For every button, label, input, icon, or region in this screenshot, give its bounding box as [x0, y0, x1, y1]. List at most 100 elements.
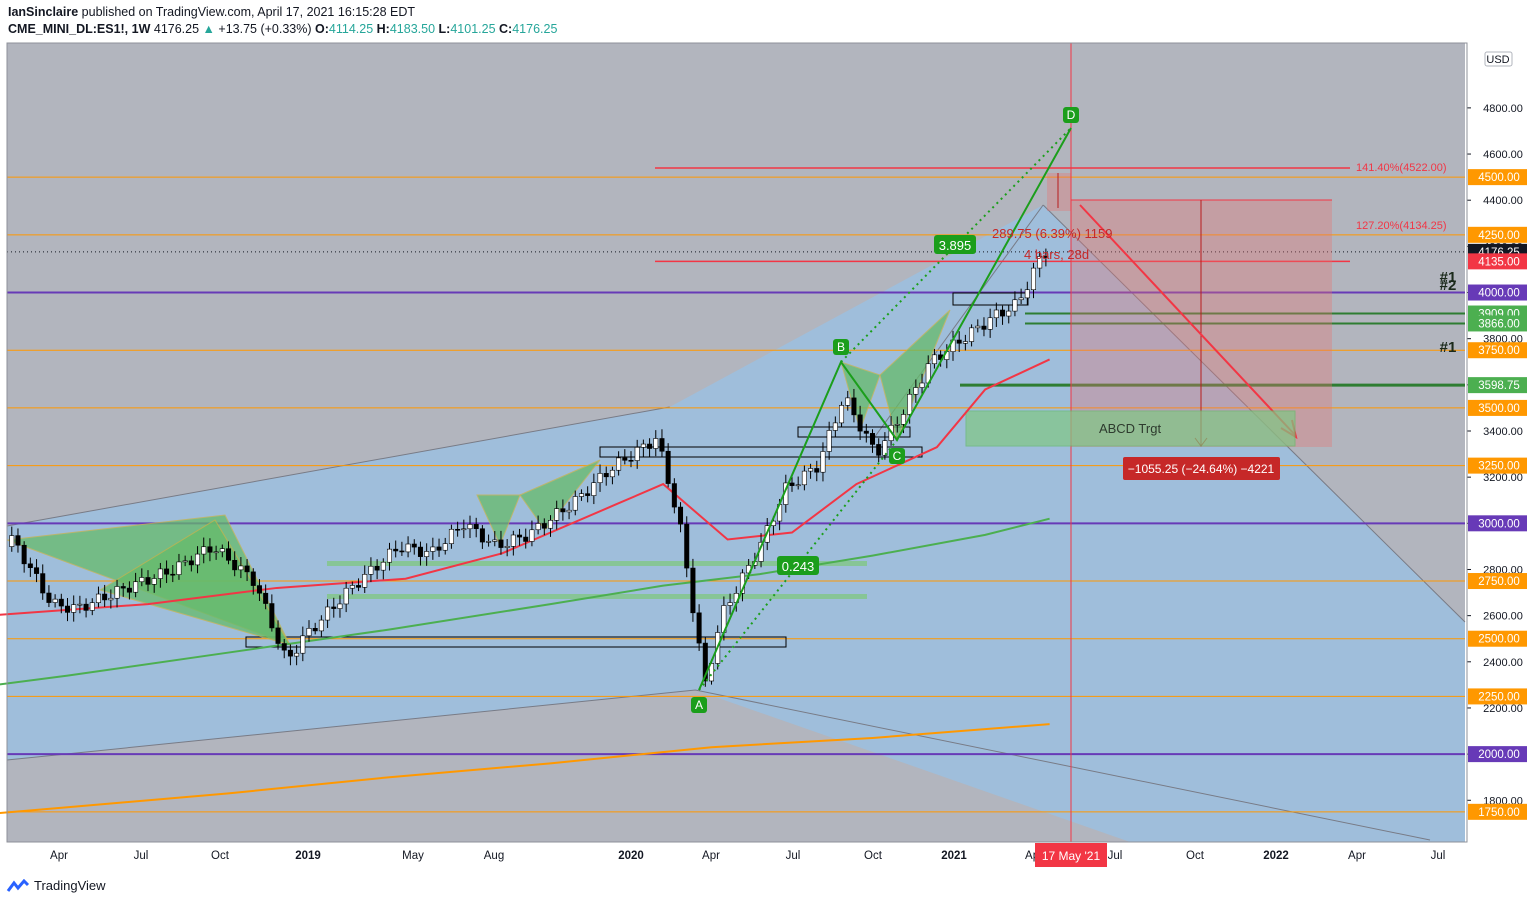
candle-body — [126, 587, 132, 593]
candle-body — [547, 520, 553, 529]
candle-body — [876, 444, 882, 456]
candle-body — [832, 422, 838, 431]
candle-body — [597, 473, 603, 484]
range-box — [797, 426, 911, 438]
price-level-tag-label: 2500.00 — [1478, 634, 1520, 646]
last-price: 4176.25 — [153, 22, 200, 36]
close-value: 4176.25 — [512, 22, 558, 36]
x-tick-label: Apr — [702, 850, 720, 862]
channel-upper-line — [6, 406, 670, 527]
candle-body — [863, 430, 869, 434]
range-box — [599, 446, 923, 458]
cursor-date-tag — [1035, 843, 1107, 867]
brand-label[interactable]: TradingView — [34, 878, 106, 893]
candle-body — [89, 602, 95, 611]
candle-body — [572, 496, 578, 511]
candle-body — [176, 561, 182, 575]
cursor-date-label: 17 May '21 — [1042, 849, 1101, 863]
candle-body — [473, 524, 479, 530]
candle-body — [195, 553, 201, 566]
candle-body — [845, 397, 851, 406]
candle-body — [492, 539, 498, 542]
candle-body — [975, 325, 981, 329]
candle-body — [894, 424, 900, 426]
measure-up-label: 289.75 (6.39%) 1159 — [992, 226, 1112, 241]
publisher-name[interactable]: IanSinclaire — [8, 5, 79, 19]
x-tick-label: Jul — [1431, 850, 1446, 862]
candle-body — [213, 551, 219, 554]
price-level-tag-label: 4135.00 — [1478, 256, 1520, 268]
price-chart[interactable]: 141.40%(4522.00) 127.20%(4134.25) ABCD Trg… — [0, 0, 1538, 870]
measure-down-label: −1055.25 (−24.64%) −4221 — [1128, 462, 1275, 476]
candle-body — [566, 509, 572, 513]
symbol-legend: CME_MINI_DL:ES1!, 1W 4176.25 ▲ +13.75 (+… — [8, 22, 557, 36]
time-axis — [7, 842, 1467, 870]
x-tick-label: 2021 — [941, 850, 967, 862]
candle-body — [659, 438, 665, 452]
x-tick-label: Oct — [211, 850, 230, 862]
candle-body — [869, 433, 875, 445]
candle-body — [665, 450, 671, 484]
candle-body — [554, 508, 560, 521]
symbol-name[interactable]: CME_MINI_DL:ES1!, 1W — [8, 22, 151, 36]
candle-body — [467, 524, 473, 530]
candle-body — [188, 560, 194, 566]
candle-body — [9, 535, 15, 547]
support-strip — [327, 561, 867, 566]
candle-body — [108, 597, 114, 601]
abcd-point-marker — [691, 697, 707, 713]
candle-body — [851, 397, 857, 416]
x-tick-label: 2019 — [295, 850, 321, 862]
x-tick-label: 2022 — [1263, 850, 1289, 862]
candle-body — [1006, 310, 1012, 317]
candle-body — [919, 382, 925, 388]
x-tick-label: Apr — [50, 850, 68, 862]
price-level-tag-label: 2750.00 — [1478, 576, 1520, 588]
candle-body — [281, 643, 287, 651]
candle-body — [523, 536, 529, 542]
candle-body — [640, 443, 646, 448]
abcd-ratio-box — [934, 235, 976, 254]
candle-body — [343, 587, 349, 605]
candle-body — [671, 483, 677, 508]
candle-body — [269, 603, 275, 629]
candle-body — [653, 438, 659, 449]
y-tick-label: 3200.00 — [1483, 472, 1523, 484]
candle-body — [164, 568, 170, 575]
abcd-ratio-label: 0.243 — [782, 559, 815, 574]
candle-body — [436, 546, 442, 551]
candle-body — [1018, 297, 1024, 301]
candle-body — [622, 457, 628, 461]
abcd-ratio-box — [777, 556, 819, 575]
measure-down-box — [1123, 457, 1280, 480]
candle-body — [139, 577, 145, 583]
candle-body — [969, 327, 975, 342]
price-level-tag — [1468, 226, 1527, 243]
candle-body — [77, 603, 83, 606]
abcd-point-marker — [1063, 107, 1079, 123]
candle-body — [244, 565, 250, 573]
candle-body — [603, 473, 609, 478]
candle-body — [448, 528, 454, 544]
candle-body — [405, 543, 411, 553]
candle-body — [114, 586, 120, 599]
candle-body — [789, 482, 795, 486]
candle-body — [913, 387, 919, 395]
candle-body — [560, 508, 566, 513]
abcd-ratio-label: 3.895 — [939, 238, 972, 253]
abcd-bd-dotted — [840, 127, 1072, 363]
price-level-tag — [1468, 399, 1527, 416]
price-level-tag — [1468, 377, 1527, 394]
candle-body — [702, 642, 708, 682]
price-level-tag — [1468, 746, 1527, 763]
abcd-target-box — [965, 410, 1296, 447]
candle-body — [349, 585, 355, 589]
x-tick-label: Jul — [1108, 850, 1123, 862]
candle-body — [498, 539, 504, 548]
abcd-point-label: A — [695, 698, 703, 712]
y-tick-label: 4800.00 — [1483, 103, 1523, 115]
candle-body — [486, 541, 492, 543]
price-level-tag-label: 2000.00 — [1478, 749, 1520, 761]
candle-body — [857, 414, 863, 432]
candle-body — [907, 393, 913, 415]
